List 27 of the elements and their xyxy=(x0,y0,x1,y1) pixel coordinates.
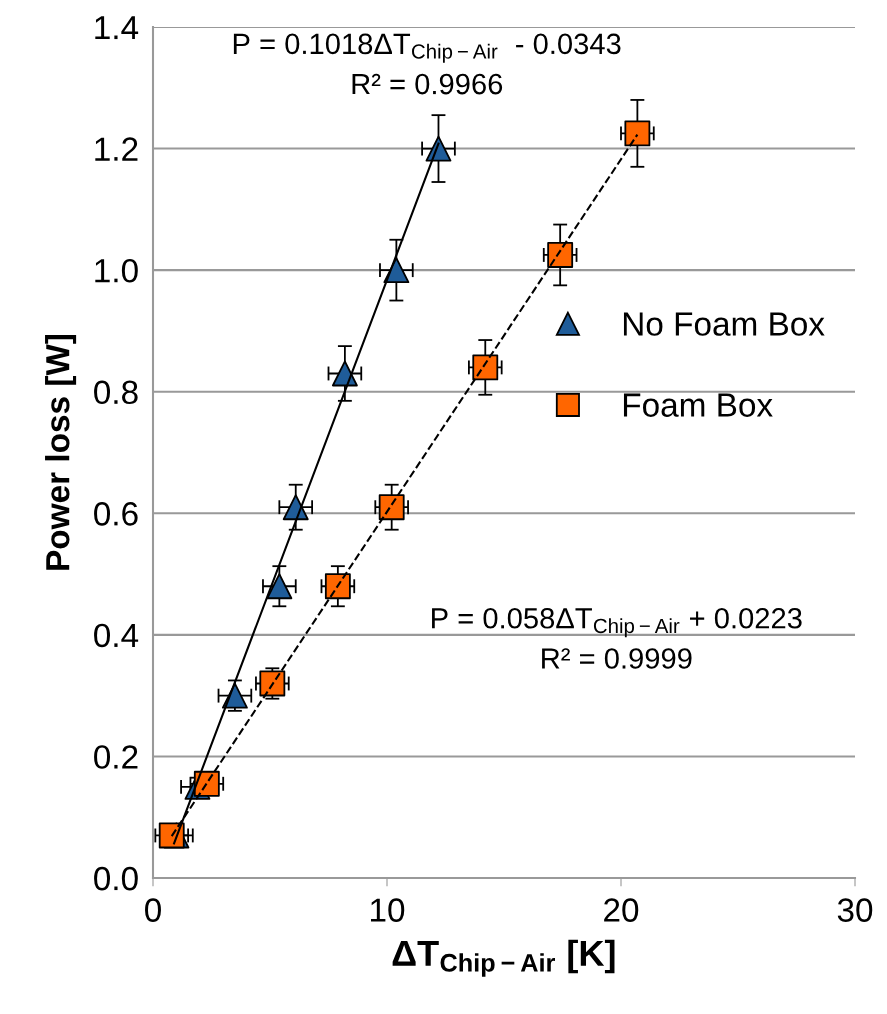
x-axis-title: ΔT$_{Chip−Air}$ [K] xyxy=(392,939,615,977)
y-tick-label: 0.2 xyxy=(94,745,138,769)
point xyxy=(624,120,651,147)
legend-label: No Foam Box xyxy=(623,312,825,336)
x-tick-label: 20 xyxy=(604,898,639,922)
point xyxy=(378,494,405,521)
point xyxy=(266,573,293,600)
point xyxy=(324,573,351,600)
legend-label: Foam Box xyxy=(623,393,773,417)
x-tick-label: 0 xyxy=(145,898,161,922)
annotation: R² = 0.9999 xyxy=(542,648,692,669)
y-tick-label: 0.6 xyxy=(94,502,138,526)
annotation: P = 0.1018ΔT$_{Chip−Air}$ - 0.0343 xyxy=(233,33,621,63)
y-tick-label: 0.4 xyxy=(94,623,139,648)
point xyxy=(472,354,499,381)
annotation: P = 0.058ΔT$_{Chip−Air}$ + 0.0223 xyxy=(432,607,802,638)
y-tick-label: 0.0 xyxy=(94,866,138,891)
x-tick-label: 10 xyxy=(371,898,405,922)
y-tick-label: 1.2 xyxy=(95,137,138,161)
y-tick-label: 0.8 xyxy=(94,380,138,405)
y-tick-label: 1.0 xyxy=(95,258,138,283)
point xyxy=(547,242,574,268)
point xyxy=(259,670,286,697)
y-tick-label: 1.4 xyxy=(95,16,139,40)
x-tick-label: 30 xyxy=(837,898,873,922)
y-axis-title: Power loss [W] xyxy=(45,334,77,570)
annotation: R² = 0.9966 xyxy=(352,73,503,95)
